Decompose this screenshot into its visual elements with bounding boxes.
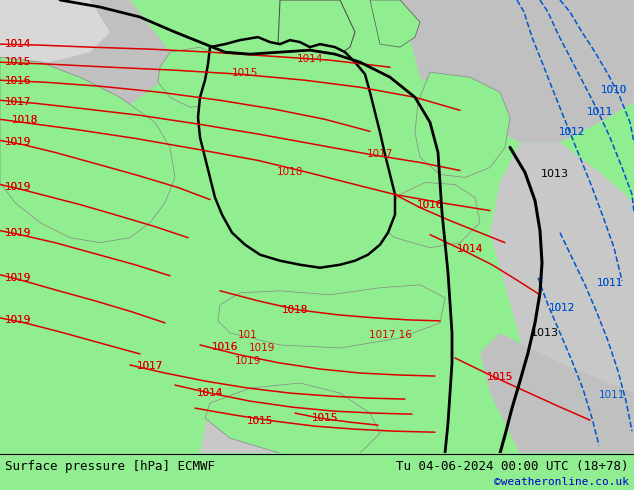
Text: 1017: 1017	[137, 361, 163, 371]
Text: 1014: 1014	[297, 54, 323, 64]
Text: 1010: 1010	[601, 85, 627, 95]
Text: 1019: 1019	[235, 356, 261, 366]
Text: 1015: 1015	[247, 416, 273, 426]
Text: 1012: 1012	[549, 303, 575, 313]
Text: 101: 101	[238, 330, 258, 340]
Polygon shape	[205, 383, 380, 453]
Text: 1016: 1016	[212, 342, 238, 352]
Text: 1019: 1019	[5, 315, 31, 325]
Polygon shape	[0, 0, 110, 62]
Text: 1018: 1018	[12, 115, 38, 125]
Text: 1016: 1016	[5, 76, 31, 86]
Polygon shape	[415, 72, 510, 177]
Text: 1014: 1014	[197, 388, 223, 398]
Text: 1017: 1017	[5, 98, 31, 107]
Text: 1012: 1012	[549, 303, 575, 313]
Text: 1018: 1018	[281, 305, 308, 315]
Text: 1012: 1012	[559, 127, 585, 137]
Text: 1011: 1011	[597, 278, 623, 288]
Text: 1014: 1014	[5, 39, 31, 49]
Text: 1014: 1014	[457, 244, 483, 254]
Polygon shape	[198, 37, 395, 268]
Text: 1019: 1019	[5, 273, 31, 283]
Polygon shape	[0, 0, 170, 143]
Text: 1015: 1015	[232, 68, 258, 78]
Text: 1019: 1019	[5, 181, 31, 192]
Text: 1016: 1016	[417, 199, 443, 210]
Text: 1019: 1019	[5, 273, 31, 283]
Text: 1017: 1017	[137, 361, 163, 371]
Text: 1012: 1012	[559, 127, 585, 137]
Text: 1019: 1019	[249, 343, 275, 353]
Text: 1010: 1010	[601, 85, 627, 95]
Text: 1017: 1017	[367, 149, 393, 159]
Text: 1016: 1016	[212, 342, 238, 352]
Text: 1014: 1014	[5, 39, 31, 49]
Polygon shape	[158, 47, 230, 107]
Text: Surface pressure [hPa] ECMWF: Surface pressure [hPa] ECMWF	[5, 460, 215, 473]
Polygon shape	[385, 182, 480, 247]
Polygon shape	[218, 285, 445, 348]
Text: 1019: 1019	[5, 137, 31, 147]
Text: 1017: 1017	[5, 98, 31, 107]
Text: 1019: 1019	[5, 181, 31, 192]
Text: 1011: 1011	[587, 107, 613, 117]
Text: 1019: 1019	[5, 228, 31, 238]
Text: 1015: 1015	[5, 57, 31, 67]
Text: 1013: 1013	[541, 170, 569, 179]
Text: 1018: 1018	[12, 115, 38, 125]
Text: ©weatheronline.co.uk: ©weatheronline.co.uk	[494, 477, 629, 487]
Text: 1013: 1013	[531, 328, 559, 338]
Text: 1014: 1014	[457, 244, 483, 254]
Text: 1016: 1016	[5, 76, 31, 86]
Text: 1018: 1018	[281, 305, 308, 315]
Polygon shape	[370, 0, 420, 47]
Text: 1015: 1015	[487, 372, 513, 382]
Text: 1018: 1018	[277, 168, 303, 177]
Text: 1014: 1014	[197, 388, 223, 398]
Text: 1019: 1019	[5, 137, 31, 147]
Polygon shape	[0, 57, 175, 243]
Text: 1015: 1015	[487, 372, 513, 382]
Text: 1011: 1011	[597, 278, 623, 288]
Text: 1019: 1019	[5, 315, 31, 325]
Text: 1019: 1019	[5, 228, 31, 238]
Text: 1015: 1015	[5, 57, 31, 67]
Text: 1016: 1016	[417, 199, 443, 210]
Polygon shape	[200, 383, 370, 453]
Text: 1015: 1015	[312, 413, 338, 423]
Text: 1011: 1011	[598, 390, 625, 400]
Text: 1017 16: 1017 16	[368, 330, 411, 340]
Text: 1015: 1015	[247, 416, 273, 426]
Polygon shape	[278, 0, 355, 62]
Text: Tu 04-06-2024 00:00 UTC (18+78): Tu 04-06-2024 00:00 UTC (18+78)	[396, 460, 629, 473]
Polygon shape	[400, 0, 634, 143]
Text: 1011: 1011	[587, 107, 613, 117]
Text: 1015: 1015	[312, 413, 338, 423]
Polygon shape	[490, 143, 634, 453]
Polygon shape	[480, 333, 634, 453]
